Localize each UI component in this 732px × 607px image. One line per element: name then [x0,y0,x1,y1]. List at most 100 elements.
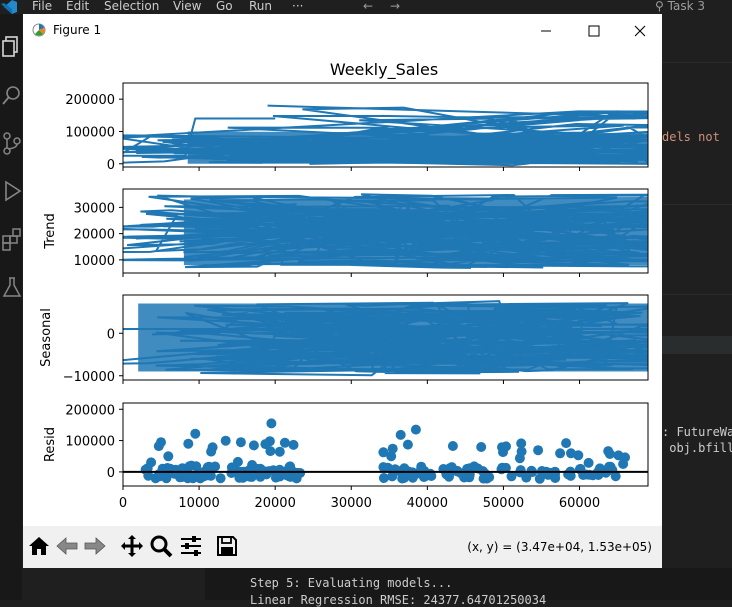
ylabel-trend: Trend [43,213,58,250]
ylabel-seasonal: Seasonal [39,308,54,367]
resid-point [506,471,517,482]
menu-file[interactable]: File [32,0,53,13]
resid-point [156,437,166,448]
command-center-search[interactable]: ⚲ Task 3 [655,0,705,13]
subplot-trend: 10000 20000 30000 Trend [43,188,649,277]
resid-point [386,451,397,462]
xtick-label: 50000 [483,496,524,511]
zoom-icon[interactable] [149,534,173,558]
editor-highlight-row [662,336,732,354]
series-line-observed [123,106,648,167]
figure-window: Figure 1 Weekly_Sales 0 100000 200000 10000… [23,14,662,568]
window-titlebar: Figure 1 [23,14,662,48]
menu-more[interactable]: ··· [292,0,304,13]
axes-frame-observed [122,82,649,168]
terminal-line: Step 5: Evaluating models... [250,576,453,590]
resid-point [444,471,454,482]
resid-point [182,473,193,484]
resid-point [248,440,259,451]
extensions-icon[interactable] [2,228,22,252]
menu-go[interactable]: Go [216,0,233,13]
run-debug-icon[interactable] [2,179,22,203]
editor-area: dels not : FutureWa obj.bfill [662,14,732,600]
figure-canvas[interactable]: Weekly_Sales 010000020000010000200003000… [23,48,662,526]
close-icon[interactable] [630,22,650,40]
terminal-panel: Step 5: Evaluating models... Linear Regr… [205,568,732,607]
resid-point [287,465,297,476]
resid-point [206,446,217,457]
resid-point [456,468,467,479]
resid-point [378,447,389,458]
resid-point [190,428,201,439]
resid-point [604,449,615,459]
resid-point [533,445,544,456]
minimize-icon[interactable] [536,22,556,40]
resid-point [265,446,276,457]
back-icon[interactable] [55,534,79,558]
vscode-logo-icon [1,0,17,14]
explorer-icon[interactable] [2,34,22,58]
resid-point [220,435,231,446]
configure-subplots-icon[interactable] [179,534,203,558]
testing-flask-icon[interactable] [2,276,22,300]
subplot-resid: 0 100000 200000 Resid 0 10000 20000 30000 40000 5… [43,402,649,511]
terminal-line: Linear Regression RMSE: 24377.6470125003… [250,593,547,607]
search-icon: ⚲ [655,0,664,13]
resid-point [566,448,576,459]
ytick-label: 200000 [65,403,115,418]
resid-point [142,463,153,474]
ytick-label: 20000 [74,228,115,243]
resid-point [274,446,285,457]
editor-divider [662,204,732,205]
resid-point [402,439,413,450]
maximize-icon[interactable] [584,22,604,40]
menu-selection[interactable]: Selection [104,0,160,13]
axes-frame-seasonal [122,294,649,381]
panel-background [22,568,205,600]
matplotlib-icon [32,23,46,37]
editor-text-line: dels not [662,130,720,144]
resid-point [237,472,248,483]
xtick-label: 20000 [254,496,295,511]
resid-point [516,438,527,449]
resid-point [205,470,216,481]
ytick-label: −10000 [63,370,115,385]
figure-title: Weekly_Sales [330,60,438,80]
resid-point [235,437,246,448]
ytick-label: 10000 [74,254,115,269]
search-icon[interactable] [2,84,22,108]
resid-point [295,468,306,478]
pan-icon[interactable] [120,534,144,558]
activity-bar [0,14,22,600]
forward-arrow-icon[interactable]: → [390,0,401,13]
resid-point [279,437,290,448]
forward-icon[interactable] [83,534,107,558]
resid-point [177,463,188,474]
axes-frame-resid [122,402,649,487]
series-line-observed-peak [267,104,648,118]
output-text-line: : FutureWa [662,425,732,439]
xtick-label: 0 [119,496,127,511]
xtick-label: 30000 [331,496,372,511]
menu-view[interactable]: View [173,0,202,13]
series-line-trend [123,193,648,269]
resid-point [555,448,566,459]
menu-edit[interactable]: Edit [66,0,90,13]
resid-point [515,465,526,476]
xtick-label: 10000 [178,496,219,511]
save-icon[interactable] [215,534,239,558]
xtick-label: 60000 [559,496,600,511]
resid-point [607,465,618,476]
back-arrow-icon[interactable]: ← [363,0,374,13]
home-icon[interactable] [27,534,51,558]
plot-area-trend [123,193,648,269]
cursor-coordinates: (x, y) = (3.47e+04, 1.53e+05) [467,540,652,554]
ytick-label: 0 [107,327,115,342]
ytick-label: 100000 [65,435,115,450]
resid-point [583,457,594,468]
output-text-line: obj.bfill [662,441,732,455]
resid-point [204,461,215,472]
source-control-icon[interactable] [2,132,22,156]
menu-run[interactable]: Run [249,0,273,13]
editor-divider [662,62,732,63]
